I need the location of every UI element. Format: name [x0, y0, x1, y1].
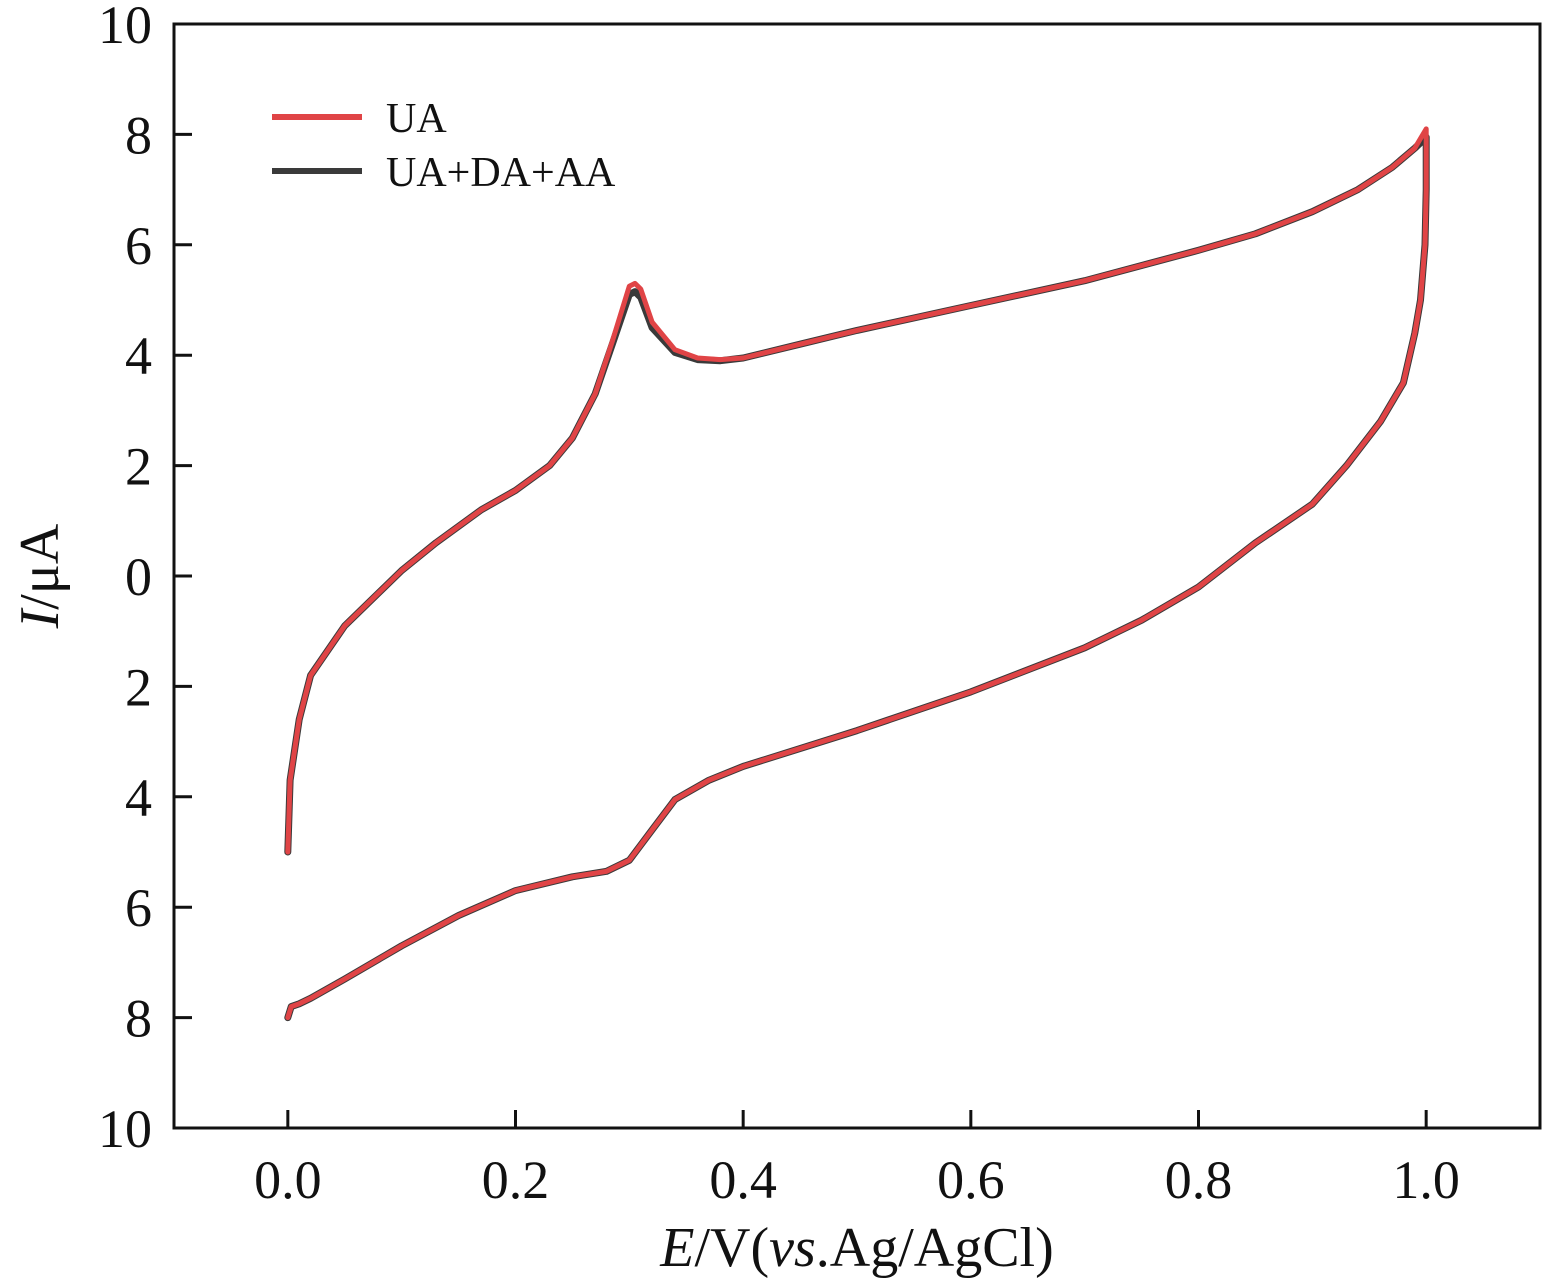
y-tick-label: 2 — [125, 657, 152, 717]
y-tick-label: 2 — [125, 437, 152, 497]
y-tick-label: 6 — [125, 878, 152, 938]
legend-label: UA — [386, 96, 447, 142]
y-tick-label: 10 — [98, 1099, 152, 1159]
x-tick-label: 0.2 — [482, 1150, 550, 1210]
x-tick-label: 0.8 — [1165, 1150, 1233, 1210]
y-tick-label: 0 — [125, 547, 152, 607]
y-tick-label: 8 — [125, 989, 152, 1049]
x-axis-ticks: 0.0 0.2 0.4 0.6 0.8 1.0 — [254, 1110, 1460, 1210]
legend-label: UA+DA+AA — [386, 150, 616, 196]
y-tick-label: 6 — [125, 216, 152, 276]
series-line-ua-da-aa — [284, 133, 1430, 1022]
x-tick-label: 1.0 — [1392, 1150, 1460, 1210]
x-axis-title: E/V(vs.Ag/AgCl) — [659, 1217, 1054, 1279]
legend: UA UA+DA+AA — [272, 96, 616, 196]
series-layer — [284, 126, 1430, 1022]
y-tick-label: 8 — [125, 105, 152, 165]
y-tick-label: 10 — [98, 0, 152, 55]
x-tick-label: 0.0 — [254, 1150, 322, 1210]
y-tick-label: 4 — [125, 326, 152, 386]
x-tick-label: 0.6 — [937, 1150, 1005, 1210]
series-line-ua — [285, 126, 1429, 1021]
y-tick-label: 4 — [125, 768, 152, 828]
x-tick-label: 0.4 — [709, 1150, 777, 1210]
y-axis-title: I/μA — [9, 523, 71, 629]
y-axis-ticks: 10 8 6 4 2 0 2 4 6 8 10 — [98, 0, 192, 1159]
